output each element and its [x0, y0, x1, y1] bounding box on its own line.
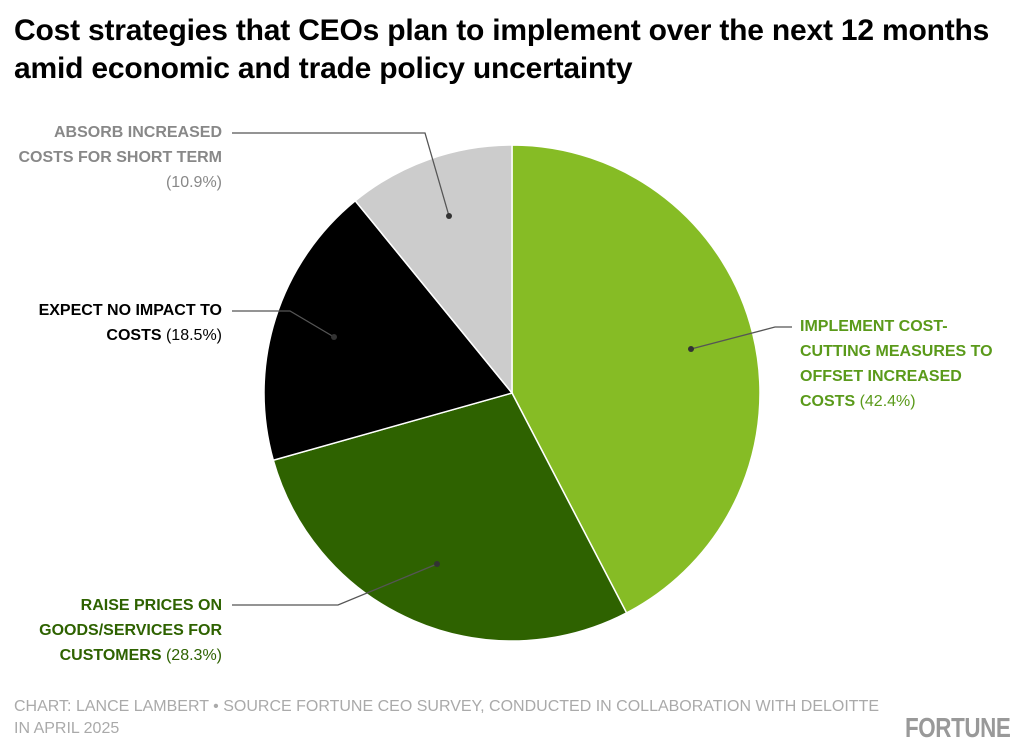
label-text: RAISE PRICES ON GOODS/SERVICES FOR CUSTO…	[39, 597, 222, 664]
label-cost-cutting: IMPLEMENT COST-CUTTING MEASURES TO OFFSE…	[800, 314, 1010, 414]
slice-raise-prices	[272, 392, 628, 642]
label-pct: (42.4%)	[859, 393, 916, 410]
label-no-impact: EXPECT NO IMPACT TO COSTS (18.5%)	[22, 298, 222, 348]
leader-dot	[688, 346, 694, 352]
leader-dot	[434, 561, 440, 567]
label-raise-prices: RAISE PRICES ON GOODS/SERVICES FOR CUSTO…	[22, 593, 222, 668]
label-text: IMPLEMENT COST-CUTTING MEASURES TO OFFSE…	[800, 318, 993, 410]
slice-no-impact	[263, 199, 514, 462]
leader-line	[690, 326, 792, 350]
label-pct: (28.3%)	[165, 647, 222, 664]
leader-line	[232, 310, 335, 338]
label-pct: (18.5%)	[165, 327, 222, 344]
leader-line	[232, 563, 438, 606]
label-text: ABSORB INCREASED COSTS FOR SHORT TERM	[18, 124, 222, 166]
fortune-logo: FORTUNE	[905, 712, 1011, 743]
footer-credit: CHART: LANCE LAMBERT • SOURCE FORTUNE CE…	[14, 698, 880, 737]
chart-title: Cost strategies that CEOs plan to implem…	[14, 14, 990, 85]
slice-absorb-costs	[354, 144, 513, 396]
leader-dot	[446, 213, 452, 219]
label-pct: (10.9%)	[165, 174, 222, 191]
label-absorb-costs: ABSORB INCREASED COSTS FOR SHORT TERM (1…	[12, 120, 222, 195]
label-text: EXPECT NO IMPACT TO COSTS	[38, 302, 222, 344]
leader-line	[232, 132, 450, 217]
leader-dot	[331, 334, 337, 340]
slice-cost-cutting	[511, 144, 761, 614]
